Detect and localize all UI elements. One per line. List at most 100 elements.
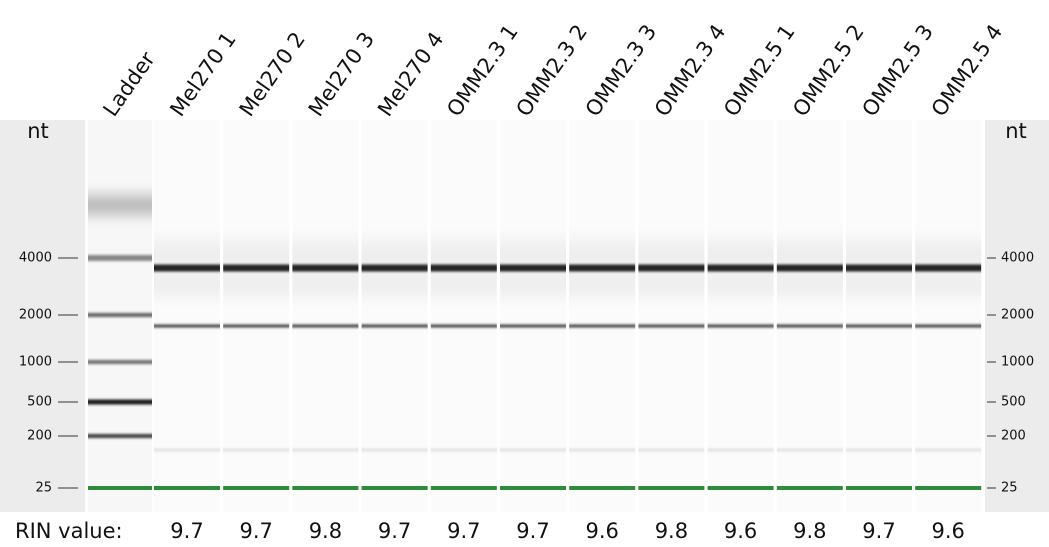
marker-band [88,486,152,490]
tick-label-right: 4000 [1001,251,1034,266]
marker-band [708,486,774,490]
tick-label-right: 500 [1001,395,1026,410]
lane [846,120,912,512]
marker-band [915,486,981,490]
tick-label-right: 2000 [1001,308,1034,323]
band [223,265,289,272]
band [362,449,428,452]
marker-band [846,486,912,490]
lane-label: OMM2.5 3 [857,20,938,121]
band [846,265,912,272]
tick-label-left: 200 [27,429,52,444]
band [292,325,358,328]
lane [292,120,358,512]
marker-band [362,486,428,490]
page: {"axis_label": "nt", "lanes": ["Ladder",… [0,0,1049,547]
lane [362,120,428,512]
rin-value: 9.6 [931,519,964,543]
band [362,265,428,272]
lane-label: Mel270 3 [304,28,379,121]
band [915,265,981,272]
marker-band [154,486,220,490]
band [500,265,566,272]
tick-label-left: 1000 [19,355,52,370]
rin-value: 9.8 [309,519,342,543]
lane-label: OMM2.3 4 [650,20,731,121]
lane-label: Mel270 4 [373,28,448,121]
lane-label: Ladder [98,47,160,121]
marker-band [569,486,635,490]
band [362,275,428,295]
band [88,313,152,317]
band [846,325,912,328]
band [362,325,428,328]
band [500,449,566,452]
band [638,449,704,452]
band [431,325,497,328]
tick-label-left: 4000 [19,251,52,266]
band [915,275,981,295]
rin-value: 9.7 [862,519,895,543]
marker-band [223,486,289,490]
band [777,449,843,452]
band [88,434,152,438]
band [154,265,220,272]
marker-band [431,486,497,490]
tick-label-right: 1000 [1001,355,1034,370]
lane-label: OMM2.3 2 [511,20,592,121]
marker-band [292,486,358,490]
band [292,265,358,272]
marker-band [638,486,704,490]
band [777,275,843,295]
band [154,275,220,295]
lane [708,120,774,512]
band [638,325,704,328]
band [777,265,843,272]
band [708,265,774,272]
lane [777,120,843,512]
lane [431,120,497,512]
band [569,265,635,272]
lane-label: OMM2.3 3 [581,20,662,121]
rin-value: 9.6 [585,519,618,543]
rin-value: 9.8 [793,519,826,543]
band [431,265,497,272]
band [223,275,289,295]
band [88,400,152,405]
marker-band [500,486,566,490]
rin-label: RIN value: [15,519,123,543]
rin-value: 9.8 [655,519,688,543]
tick-label-left: 500 [27,395,52,410]
band [569,275,635,295]
band [154,449,220,452]
band [638,265,704,272]
tick-label-right: 25 [1001,481,1018,496]
rin-value: 9.7 [516,519,549,543]
lane [500,120,566,512]
lane-label: OMM2.5 2 [788,20,869,121]
band [223,449,289,452]
gel-figure: nt nt RIN value: 4000 4000 2000 2000 1000 100… [0,0,1049,547]
rin-value: 9.6 [724,519,757,543]
lane [223,120,289,512]
lane [638,120,704,512]
lane-label: OMM2.5 1 [719,20,800,121]
band [569,325,635,328]
band [915,325,981,328]
band [88,255,152,261]
rin-value: 9.7 [239,519,272,543]
band [88,360,152,364]
axis-label-right: nt [1005,119,1027,143]
rin-value: 9.7 [170,519,203,543]
band [708,325,774,328]
axis-label-left: nt [27,119,49,143]
band [431,449,497,452]
band [292,449,358,452]
rin-value: 9.7 [447,519,480,543]
tick-label-left: 2000 [19,308,52,323]
tick-label-right: 200 [1001,429,1026,444]
band [154,325,220,328]
lane-label: OMM2.3 1 [442,20,523,121]
band [569,449,635,452]
lane [915,120,981,512]
